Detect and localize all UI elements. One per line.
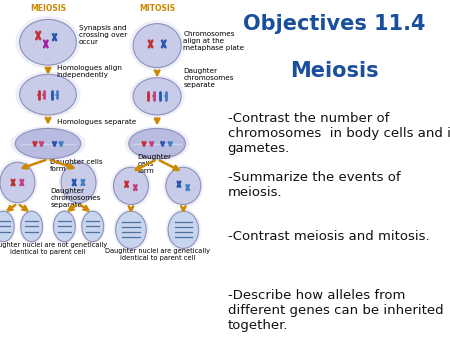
Ellipse shape bbox=[15, 71, 81, 118]
Ellipse shape bbox=[19, 209, 44, 244]
Ellipse shape bbox=[52, 209, 77, 244]
Text: Daughter
cells
form: Daughter cells form bbox=[138, 154, 171, 174]
Text: Homologues align
independently: Homologues align independently bbox=[57, 66, 122, 78]
Ellipse shape bbox=[166, 209, 201, 251]
Text: -Contrast meiosis and mitosis.: -Contrast meiosis and mitosis. bbox=[228, 230, 429, 243]
Text: Daughter cells
form: Daughter cells form bbox=[50, 159, 103, 172]
Text: Meiosis: Meiosis bbox=[290, 61, 378, 81]
Ellipse shape bbox=[113, 167, 148, 204]
Ellipse shape bbox=[130, 75, 185, 118]
Ellipse shape bbox=[15, 16, 81, 69]
Text: -Contrast the number of
chromosomes  in body cells and in
gametes.: -Contrast the number of chromosomes in b… bbox=[228, 112, 450, 154]
Text: Daughter
chromosomes
separate: Daughter chromosomes separate bbox=[50, 188, 101, 208]
Ellipse shape bbox=[116, 211, 146, 248]
Ellipse shape bbox=[21, 211, 43, 242]
Ellipse shape bbox=[80, 209, 105, 244]
Ellipse shape bbox=[163, 165, 203, 207]
Ellipse shape bbox=[15, 128, 81, 159]
Text: MEIOSIS: MEIOSIS bbox=[30, 4, 66, 13]
Text: Homologues separate: Homologues separate bbox=[57, 119, 136, 125]
Text: Chromosomes
align at the
metaphase plate: Chromosomes align at the metaphase plate bbox=[183, 30, 244, 51]
Ellipse shape bbox=[54, 211, 75, 242]
Text: -Summarize the events of
meiosis.: -Summarize the events of meiosis. bbox=[228, 171, 400, 199]
Ellipse shape bbox=[82, 211, 104, 242]
Text: Daughter nuclei are genetically
identical to parent cell: Daughter nuclei are genetically identica… bbox=[105, 248, 210, 261]
Ellipse shape bbox=[20, 19, 76, 65]
Ellipse shape bbox=[0, 211, 14, 242]
Ellipse shape bbox=[168, 211, 198, 248]
Ellipse shape bbox=[10, 126, 86, 161]
Ellipse shape bbox=[61, 162, 96, 203]
Text: Synapsis and
crossing over
occur: Synapsis and crossing over occur bbox=[79, 25, 127, 46]
Ellipse shape bbox=[133, 24, 181, 68]
Text: -Describe how alleles from
different genes can be inherited
together.: -Describe how alleles from different gen… bbox=[228, 289, 443, 332]
Ellipse shape bbox=[0, 162, 35, 203]
Text: MITOSIS: MITOSIS bbox=[139, 4, 175, 13]
Ellipse shape bbox=[58, 159, 99, 206]
Ellipse shape bbox=[0, 209, 16, 244]
Ellipse shape bbox=[111, 165, 151, 207]
Text: Objectives 11.4: Objectives 11.4 bbox=[243, 14, 425, 33]
Text: Daughter
chromosomes
separate: Daughter chromosomes separate bbox=[183, 68, 234, 89]
Ellipse shape bbox=[130, 20, 185, 71]
Ellipse shape bbox=[113, 209, 148, 251]
Ellipse shape bbox=[166, 167, 201, 204]
Ellipse shape bbox=[133, 78, 181, 115]
Ellipse shape bbox=[125, 126, 190, 161]
Text: Daughter nuclei are not genetically
identical to parent cell: Daughter nuclei are not genetically iden… bbox=[0, 242, 107, 255]
Ellipse shape bbox=[0, 159, 37, 206]
Ellipse shape bbox=[129, 128, 185, 159]
Ellipse shape bbox=[20, 74, 76, 115]
